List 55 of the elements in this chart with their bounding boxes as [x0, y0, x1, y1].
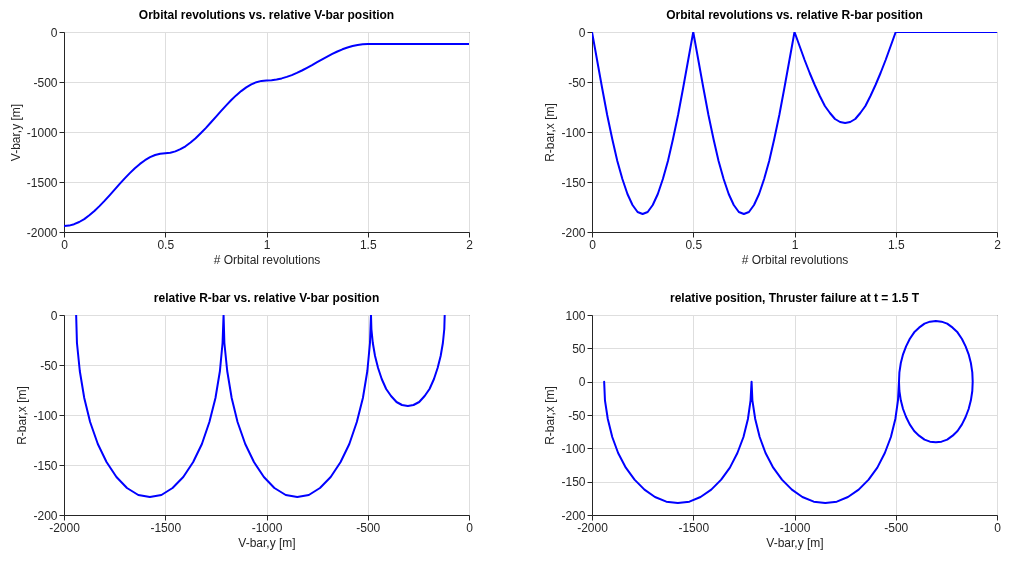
x-tick-label: 0 — [61, 237, 69, 252]
x-axis-title: V-bar,y [m] — [238, 535, 296, 550]
x-tick-label: 0.5 — [157, 237, 175, 252]
x-tick-label: -500 — [884, 520, 909, 535]
y-tick-label: -200 — [561, 508, 586, 523]
x-tick-label: 0.5 — [685, 237, 703, 252]
y-tick-label: 50 — [572, 341, 586, 356]
x-axis-title: V-bar,y [m] — [766, 535, 824, 550]
y-tick-label: -500 — [33, 75, 58, 90]
y-tick-label: -100 — [561, 125, 586, 140]
y-tick-label: 0 — [578, 25, 586, 40]
y-axis-title: R-bar,x [m] — [15, 386, 30, 445]
y-tick-label: -50 — [568, 408, 586, 423]
y-tick-label: -1500 — [26, 175, 58, 190]
y-tick-label: -100 — [561, 441, 586, 456]
x-tick-label: 0 — [589, 237, 597, 252]
x-tick-label: 1 — [263, 237, 271, 252]
y-tick-label: -200 — [33, 508, 58, 523]
chart-title: Orbital revolutions vs. relative R-bar position — [666, 8, 923, 22]
x-axis-title: # Orbital revolutions — [213, 252, 321, 267]
y-tick-label: 100 — [565, 308, 586, 323]
x-tick-label: 2 — [994, 237, 1002, 252]
x-tick-label: 1.5 — [887, 237, 905, 252]
y-axis-title: R-bar,x [m] — [543, 386, 558, 445]
y-tick-label: -50 — [40, 358, 58, 373]
y-tick-label: -200 — [561, 225, 586, 240]
y-axis-title: R-bar,x [m] — [543, 103, 558, 162]
x-tick-label: 0 — [466, 520, 474, 535]
chart-title: relative position, Thruster failure at t = 1.5 T — [669, 291, 920, 305]
chart-title: relative R-bar vs. relative V-bar position — [153, 291, 380, 305]
y-tick-label: -100 — [33, 408, 58, 423]
x-tick-label: 0 — [994, 520, 1002, 535]
x-tick-label: 2 — [466, 237, 474, 252]
line-series — [75, 315, 446, 498]
y-tick-label: -150 — [561, 475, 586, 490]
x-tick-label: 1.5 — [359, 237, 377, 252]
y-tick-label: 0 — [50, 25, 58, 40]
x-tick-label: 1 — [791, 237, 799, 252]
x-tick-label: -1500 — [150, 520, 182, 535]
y-tick-label: -1000 — [26, 125, 58, 140]
line-series — [64, 43, 469, 227]
y-tick-label: -2000 — [26, 225, 58, 240]
x-tick-label: -500 — [356, 520, 381, 535]
y-tick-label: -150 — [33, 458, 58, 473]
x-tick-label: -1000 — [779, 520, 811, 535]
line-series — [603, 320, 974, 504]
x-tick-label: -1500 — [678, 520, 710, 535]
x-tick-label: -1000 — [251, 520, 283, 535]
y-tick-label: 0 — [50, 308, 58, 323]
x-axis-title: # Orbital revolutions — [741, 252, 849, 267]
y-tick-label: -150 — [561, 175, 586, 190]
y-axis-title: V-bar,y [m] — [8, 103, 23, 162]
y-tick-label: 0 — [578, 375, 586, 390]
y-tick-label: -50 — [568, 75, 586, 90]
chart-title: Orbital revolutions vs. relative V-bar position — [138, 8, 395, 22]
